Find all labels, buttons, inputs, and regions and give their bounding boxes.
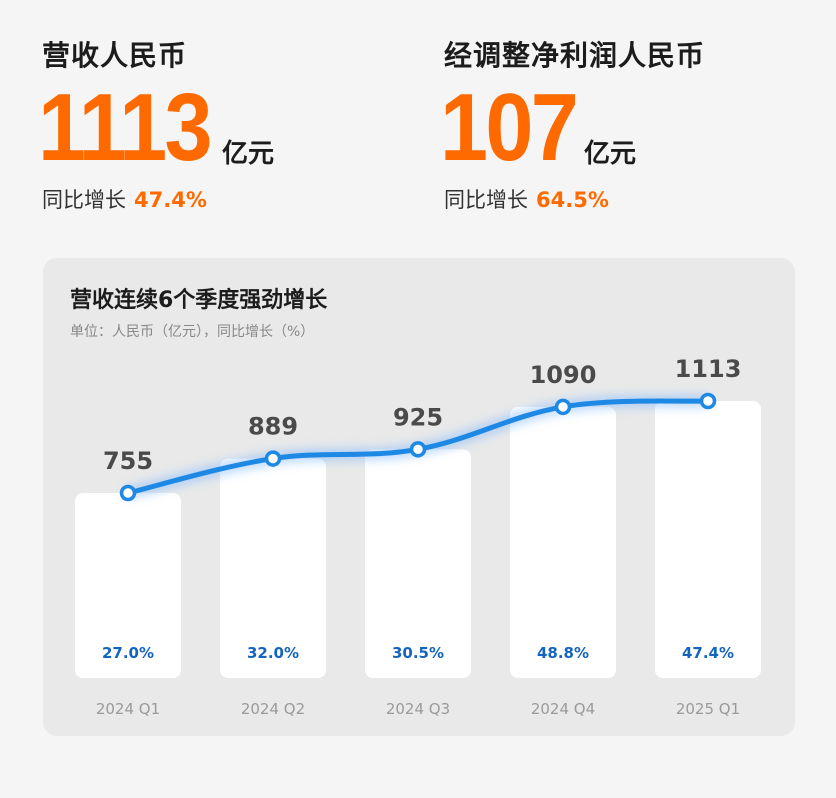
x-tick-label: 2024 Q2 <box>241 700 305 718</box>
growth-label: 30.5% <box>392 644 444 662</box>
bar <box>220 458 326 678</box>
chart-panel: 营收连续6个季度强劲增长 单位：人民币（亿元），同比增长（%） 755 27.0%… <box>43 258 795 736</box>
line-layer <box>119 392 717 502</box>
bar <box>510 406 616 678</box>
bar <box>75 493 181 678</box>
growth-label: 47.4% <box>682 644 734 662</box>
profit-value-row: 107 亿元 <box>440 74 636 181</box>
trend-point <box>264 450 282 467</box>
trend-point <box>119 484 137 502</box>
profit-unit: 亿元 <box>584 139 637 169</box>
revenue-title: 营收人民币 <box>42 39 188 72</box>
profit-value: 107 <box>440 74 579 181</box>
chart-subtitle: 单位：人民币（亿元），同比增长（%） <box>70 324 315 340</box>
labels-layer: 755 27.0% 2024 Q1 889 32.0% 2024 Q2 925 30.5% 20… <box>96 355 742 718</box>
trend-point <box>409 441 427 458</box>
x-tick-label: 2024 Q1 <box>96 700 160 718</box>
revenue-value-row: 1113 亿元 <box>38 74 274 181</box>
revenue-chart: 755 27.0% 2024 Q1 889 32.0% 2024 Q2 925 30.5% 20… <box>75 355 761 718</box>
chart-title: 营收连续6个季度强劲增长 <box>70 288 328 313</box>
revenue-growth-label: 同比增长 <box>42 188 126 212</box>
x-tick-label: 2024 Q3 <box>386 700 450 718</box>
profit-growth-value: 64.5% <box>536 188 609 212</box>
value-label: 1113 <box>675 355 742 383</box>
x-tick-label: 2025 Q1 <box>676 700 740 718</box>
revenue-growth-value: 47.4% <box>134 188 207 212</box>
value-label: 1090 <box>530 361 597 389</box>
value-label: 925 <box>393 403 443 431</box>
value-label: 889 <box>248 413 298 441</box>
bar <box>365 449 471 678</box>
x-tick-label: 2024 Q4 <box>531 700 595 718</box>
profit-title: 经调整净利润人民币 <box>444 39 706 72</box>
trend-point <box>699 392 717 410</box>
profit-growth-label: 同比增长 <box>444 188 528 212</box>
value-label: 755 <box>103 447 153 475</box>
revenue-growth-row: 同比增长 47.4% <box>42 184 207 214</box>
profit-growth-row: 同比增长 64.5% <box>444 184 609 214</box>
growth-label: 32.0% <box>247 644 299 662</box>
bars-layer <box>75 401 761 678</box>
trend-point <box>554 398 572 416</box>
growth-label: 27.0% <box>102 644 154 662</box>
growth-label: 48.8% <box>537 644 589 662</box>
revenue-value: 1113 <box>38 74 213 181</box>
revenue-unit: 亿元 <box>222 139 275 169</box>
bar <box>655 401 761 678</box>
